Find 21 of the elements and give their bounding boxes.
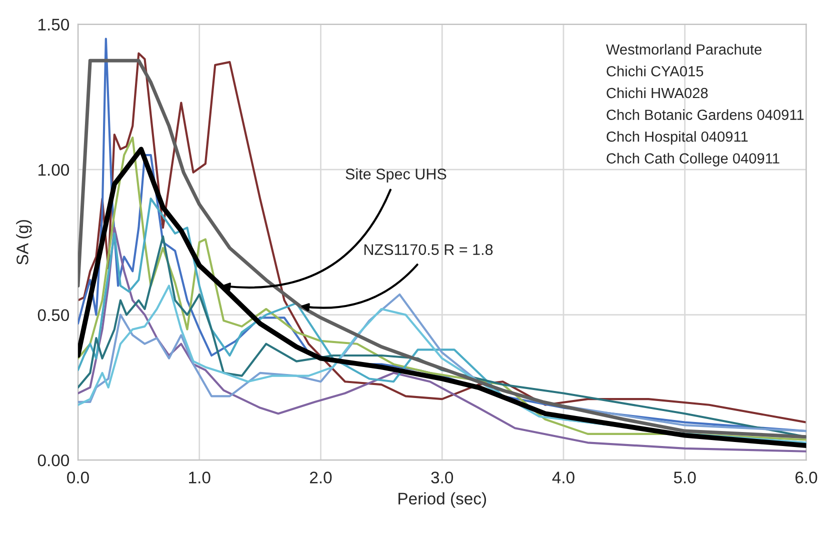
y-tick-label: 1.50 [38, 18, 70, 31]
y-tick-label: 1.00 [38, 164, 70, 176]
annotation: Westmorland Parachute [606, 44, 762, 55]
annotation: Chch Hospital 040911 [606, 131, 748, 145]
x-tick-label: 2.0 [310, 472, 332, 484]
annotation: Site Spec UHS [346, 168, 446, 182]
annotation: Chichi CYA015 [606, 66, 704, 76]
y-tick-label: 0.50 [38, 309, 70, 322]
x-tick-label: 3.0 [431, 472, 454, 484]
x-tick-label: 5.0 [674, 472, 696, 484]
annotation: Chichi HWA028 [606, 87, 708, 98]
annotation: Chch Botanic Gardens 040911 [606, 109, 804, 120]
annotation: NZS1170.5 R = 1.8 [364, 244, 493, 256]
x-tick-label: 1.0 [189, 472, 210, 484]
x-tick-label: 6.0 [795, 472, 818, 484]
annotation: Chch Cath College 040911 [606, 152, 780, 166]
x-axis-title: Period (sec) [398, 492, 486, 508]
y-tick-label: 0.00 [38, 454, 70, 466]
x-tick-label: 0.0 [67, 472, 89, 484]
y-axis-title: SA (g) [16, 220, 32, 265]
x-tick-label: 4.0 [552, 472, 574, 484]
